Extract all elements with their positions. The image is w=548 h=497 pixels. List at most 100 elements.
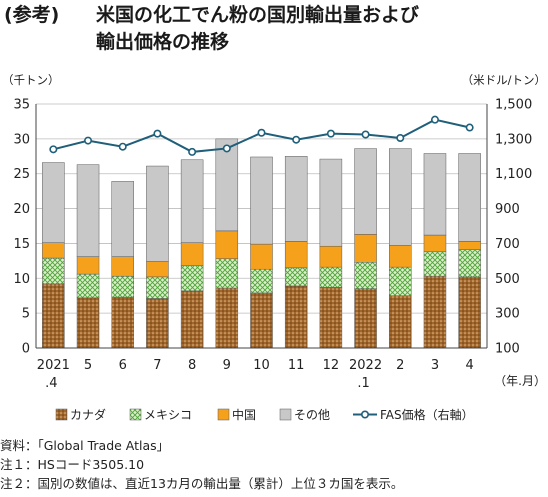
legend-label: カナダ bbox=[70, 407, 106, 422]
title-line-2: 輸出価格の推移 bbox=[96, 31, 230, 53]
price-point bbox=[430, 115, 439, 124]
bar-segment bbox=[111, 275, 134, 298]
bars-group bbox=[42, 138, 481, 349]
price-point bbox=[153, 129, 162, 138]
bar-segment bbox=[284, 267, 308, 287]
x-tick-label: 2022 bbox=[349, 358, 382, 373]
y-right-tick-label: 1,300 bbox=[495, 132, 532, 147]
legend-swatch bbox=[279, 408, 292, 421]
legend-label: その他 bbox=[294, 408, 330, 422]
legend: カナダ メキシコ 中国 その他 FAS価格（右軸） bbox=[55, 407, 474, 422]
note-2: 注２：国別の数値は、直近13カ月の輸出量（累計）上位３カ国を表示。 bbox=[0, 476, 404, 491]
y-right-tick-label: 1,100 bbox=[495, 167, 532, 182]
y-right-tick-label: 1,500 bbox=[495, 98, 532, 113]
x-tick-label: 4 bbox=[466, 358, 474, 373]
x-tick-label: 2 bbox=[396, 358, 404, 373]
legend-swatch bbox=[129, 408, 142, 421]
y-left-tick-label: 30 bbox=[13, 132, 30, 147]
bar-segment bbox=[76, 164, 100, 257]
bar-segment bbox=[389, 295, 412, 349]
y-right-tick-label: 100 bbox=[495, 342, 520, 357]
bar-segment bbox=[146, 165, 169, 262]
bar-segment bbox=[250, 156, 273, 245]
y-right-tick-label: 700 bbox=[495, 237, 520, 252]
price-point bbox=[396, 133, 405, 142]
bar-segment bbox=[76, 297, 100, 349]
note-1: 注１：HSコード3505.10 bbox=[0, 457, 145, 472]
bar-segment bbox=[284, 285, 308, 349]
y-left-tick-label: 0 bbox=[22, 342, 30, 357]
y-left-tick-label: 15 bbox=[13, 237, 30, 252]
axes-group bbox=[35, 104, 488, 349]
price-point bbox=[49, 145, 58, 154]
bar-segment bbox=[111, 256, 134, 277]
bar-segment bbox=[423, 153, 447, 236]
x-tick-label: 12 bbox=[323, 358, 340, 373]
legend-label: メキシコ bbox=[144, 408, 192, 422]
x-tick-label: 10 bbox=[253, 358, 270, 373]
bar-segment bbox=[76, 256, 100, 275]
bar-segment bbox=[180, 242, 204, 266]
bar-segment bbox=[146, 298, 169, 349]
y-right-tick-label: 500 bbox=[495, 272, 520, 287]
bar-segment bbox=[458, 153, 481, 242]
price-point bbox=[326, 129, 335, 138]
bar-segment bbox=[42, 257, 65, 285]
title-tag: (参考) bbox=[4, 4, 60, 26]
title-line-1: (参考) 米国の化工でん粉の国別輸出量および bbox=[4, 2, 544, 29]
legend-line-marker bbox=[360, 410, 369, 419]
legend-label: 中国 bbox=[232, 407, 256, 422]
bar-segment bbox=[319, 266, 343, 288]
price-point bbox=[257, 128, 266, 137]
bar-segment bbox=[215, 258, 239, 289]
bar-segment bbox=[423, 251, 447, 277]
x-tick-label: .4 bbox=[45, 376, 57, 391]
bar-segment bbox=[284, 156, 308, 242]
bar-segment bbox=[354, 234, 377, 263]
bar-segment bbox=[180, 159, 204, 243]
bar-segment bbox=[319, 158, 343, 247]
bar-segment bbox=[284, 241, 308, 269]
price-line-group bbox=[49, 115, 474, 156]
bar-segment bbox=[146, 276, 169, 299]
bar-segment bbox=[250, 268, 273, 294]
bar-segment bbox=[42, 242, 65, 259]
bar-segment bbox=[111, 296, 134, 349]
note-source: 資料：「Global Trade Atlas」 bbox=[0, 438, 170, 453]
bar-segment bbox=[111, 181, 134, 257]
price-point bbox=[222, 144, 231, 153]
price-point bbox=[465, 123, 474, 132]
price-point bbox=[292, 135, 301, 144]
bar-segment bbox=[146, 261, 169, 278]
y-left-tick-label: 10 bbox=[13, 272, 30, 287]
y-left-tick-label: 35 bbox=[13, 98, 30, 113]
bar-segment bbox=[389, 266, 412, 296]
bar-segment bbox=[42, 283, 65, 349]
bar-segment bbox=[423, 234, 447, 253]
bar-segment bbox=[215, 230, 239, 260]
bar-segment bbox=[250, 292, 273, 349]
x-tick-label: 6 bbox=[119, 358, 127, 373]
legend-label: FAS価格（右軸） bbox=[380, 407, 474, 422]
legend-swatch bbox=[217, 408, 230, 421]
bar-segment bbox=[319, 245, 343, 268]
bar-segment bbox=[215, 287, 239, 349]
y-left-tick-label: 25 bbox=[13, 167, 30, 182]
bar-segment bbox=[180, 265, 204, 292]
bar-segment bbox=[458, 276, 481, 349]
bar-segment bbox=[180, 290, 204, 349]
y-left-tick-label: 20 bbox=[13, 202, 30, 217]
x-tick-label: 2021 bbox=[37, 358, 70, 373]
x-tick-label: 9 bbox=[223, 358, 231, 373]
title-text-1: 米国の化工でん粉の国別輸出量および bbox=[96, 4, 420, 26]
x-tick-label: 7 bbox=[153, 358, 161, 373]
bar-segment bbox=[354, 148, 377, 235]
bar-segment bbox=[215, 138, 239, 232]
x-tick-label: 3 bbox=[431, 358, 439, 373]
price-point bbox=[118, 142, 127, 151]
bar-segment bbox=[389, 148, 412, 246]
price-point bbox=[188, 147, 197, 156]
y-left-axis-label: （千トン） bbox=[2, 73, 60, 87]
